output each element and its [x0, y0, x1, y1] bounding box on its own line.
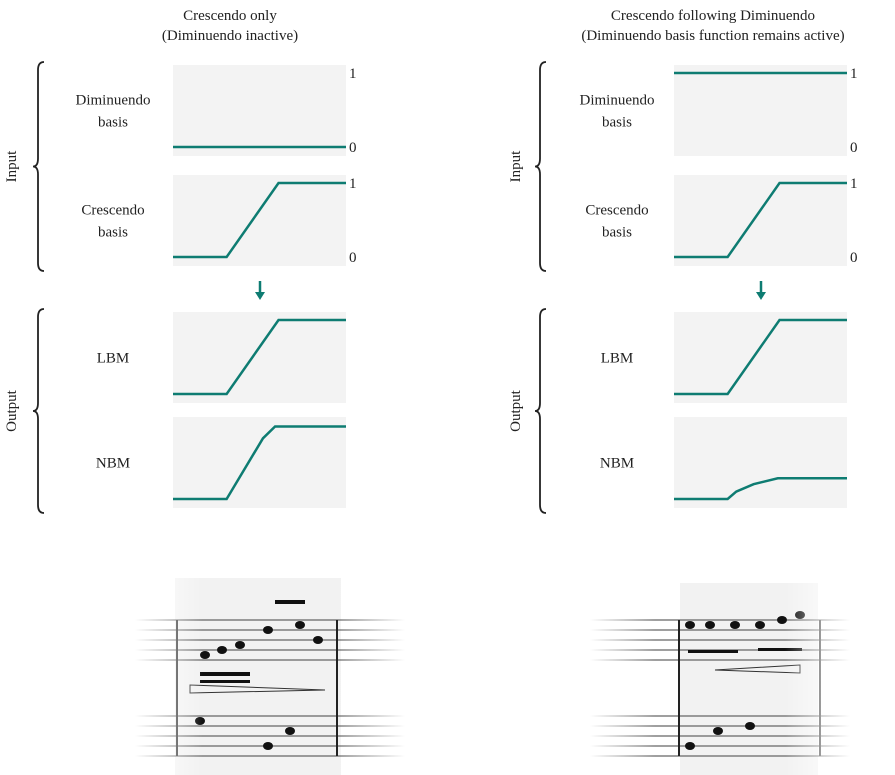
- panel: [674, 65, 847, 156]
- panel: [173, 312, 346, 403]
- row-label: Diminuendo: [76, 93, 151, 109]
- panel: [173, 175, 346, 266]
- row-label: basis: [98, 225, 128, 241]
- group-label: Input: [508, 150, 524, 182]
- brace: [33, 309, 44, 513]
- row-label: Crescendo: [81, 203, 144, 219]
- axis-label: 1: [349, 176, 357, 192]
- panel: [173, 65, 346, 156]
- panel: [173, 417, 346, 508]
- brace: [535, 309, 546, 513]
- column-title: Crescendo following Diminuendo: [611, 8, 815, 24]
- brace: [535, 62, 546, 271]
- panel: [674, 175, 847, 266]
- row-label: basis: [602, 225, 632, 241]
- group-label: Input: [4, 150, 20, 182]
- row-label: LBM: [97, 351, 130, 367]
- axis-label: 0: [349, 140, 357, 156]
- score-left: [135, 578, 405, 775]
- column-title: Crescendo only: [183, 8, 277, 24]
- column-title: (Diminuendo basis function remains activ…: [581, 28, 844, 44]
- row-label: basis: [98, 115, 128, 131]
- axis-label: 0: [850, 250, 858, 266]
- row-label: Diminuendo: [580, 93, 655, 109]
- panel: [674, 312, 847, 403]
- group-label: Output: [4, 389, 20, 432]
- row-label: basis: [602, 115, 632, 131]
- column-title: (Diminuendo inactive): [162, 28, 298, 44]
- row-label: Crescendo: [585, 203, 648, 219]
- axis-label: 1: [850, 66, 858, 82]
- figure: Crescendo only (Diminuendo inactive) Input…: [0, 0, 895, 775]
- axis-label: 0: [850, 140, 858, 156]
- brace: [33, 62, 44, 271]
- axis-label: 1: [349, 66, 357, 82]
- panel: [674, 417, 847, 508]
- row-label: NBM: [96, 456, 130, 472]
- row-label: NBM: [600, 456, 634, 472]
- row-label: LBM: [601, 351, 634, 367]
- axis-label: 0: [349, 250, 357, 266]
- group-label: Output: [508, 389, 524, 432]
- score-right: [590, 578, 850, 775]
- axis-label: 1: [850, 176, 858, 192]
- arrows: [255, 281, 766, 300]
